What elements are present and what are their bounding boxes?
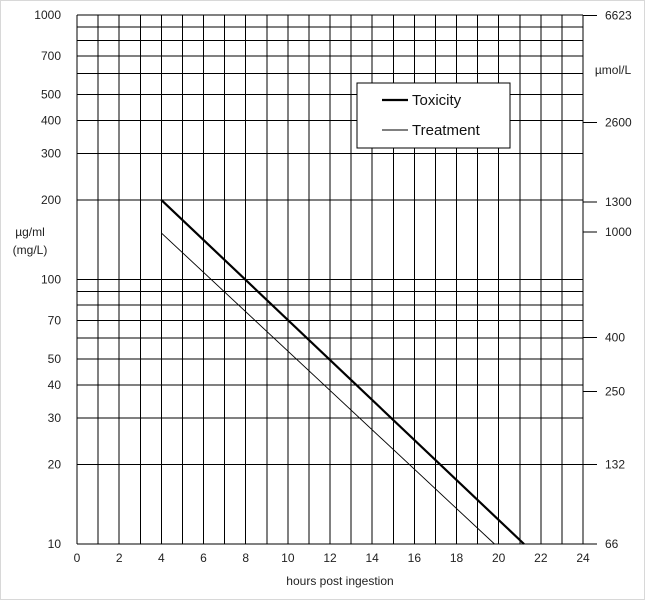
y-tick-label-left: 700	[41, 49, 61, 63]
y-tick-label-right: 1000	[605, 225, 632, 239]
x-tick-label: 10	[281, 551, 295, 565]
y-tick-label-left: 20	[48, 457, 62, 471]
x-tick-labels: 0 2 4 6 8 10 12 14 16 18 20 22 24	[74, 551, 590, 565]
x-tick-label: 0	[74, 551, 81, 565]
x-tick-label: 4	[158, 551, 165, 565]
legend: Toxicity Treatment	[356, 82, 511, 149]
y-axis-label-left-line-2: (mg/L)	[13, 243, 48, 257]
x-axis-label: hours post ingestion	[286, 574, 393, 588]
y-axis-label-right: µmol/L	[595, 63, 632, 77]
y-tick-labels-right: 66 132 250 400 1000 1300 2600 6623	[583, 8, 632, 551]
x-tick-label: 24	[576, 551, 590, 565]
y-tick-label-right: 66	[605, 537, 619, 551]
legend-label-treatment: Treatment	[412, 122, 481, 139]
x-tick-label: 20	[492, 551, 506, 565]
x-tick-label: 22	[534, 551, 548, 565]
x-tick-label: 14	[365, 551, 379, 565]
y-tick-label-right: 6623	[605, 8, 632, 22]
x-tick-label: 12	[323, 551, 337, 565]
series-lines	[160, 199, 525, 545]
y-axis-label-left-line-1: µg/ml	[15, 225, 45, 239]
y-tick-label-left: 200	[41, 193, 61, 207]
y-tick-label-left: 30	[48, 411, 62, 425]
series-line-treatment	[160, 232, 495, 545]
x-tick-label: 18	[450, 551, 464, 565]
y-tick-label-right: 2600	[605, 115, 632, 129]
legend-label-toxicity: Toxicity	[412, 92, 462, 109]
y-tick-label-left: 300	[41, 146, 61, 160]
x-tick-label: 2	[116, 551, 123, 565]
legend-box	[356, 82, 511, 149]
y-tick-label-right: 400	[605, 330, 625, 344]
y-tick-label-left: 400	[41, 113, 61, 127]
y-tick-label-left: 40	[48, 378, 62, 392]
y-tick-label-left: 50	[48, 352, 62, 366]
y-tick-label-right: 1300	[605, 195, 632, 209]
series-line-toxicity	[160, 199, 525, 545]
x-tick-label: 8	[242, 551, 249, 565]
y-tick-label-left: 500	[41, 88, 61, 102]
x-tick-label: 6	[200, 551, 207, 565]
y-tick-label-left: 100	[41, 273, 61, 287]
x-tick-label: 16	[408, 551, 422, 565]
y-tick-label-left: 10	[48, 537, 62, 551]
y-tick-labels-left: 10 20 30 40 50 70 100 200 300 400 500 700 1000	[34, 8, 61, 551]
y-tick-label-right: 132	[605, 457, 625, 471]
y-tick-label-left: 1000	[34, 8, 61, 22]
y-tick-label-left: 70	[48, 313, 62, 327]
y-tick-label-right: 250	[605, 384, 625, 398]
axes	[76, 15, 584, 545]
